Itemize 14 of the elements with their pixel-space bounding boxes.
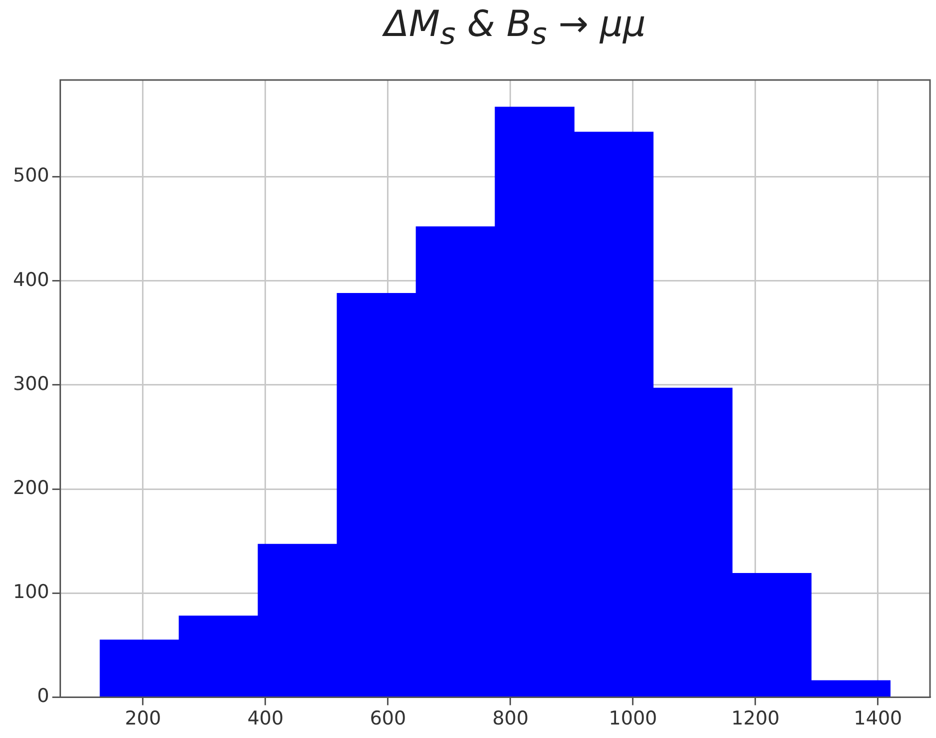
y-tick-label: 300	[13, 372, 50, 395]
x-tick-label: 600	[370, 708, 406, 730]
x-tick-label: 1000	[608, 708, 658, 730]
x-tick-label: 200	[124, 708, 162, 730]
y-tick-label: 0	[37, 685, 50, 708]
y-tick-label: 500	[13, 164, 50, 187]
y-tick-label: 400	[13, 268, 50, 291]
x-tick-label: 400	[247, 708, 284, 730]
y-tick-label: 200	[13, 476, 50, 499]
x-tick-label: 1200	[731, 708, 780, 730]
x-tick-label: 800	[492, 708, 529, 730]
chart-title: ΔM$_{s}$ & B$_{s}$ → μμ	[381, 4, 647, 52]
y-tick-label: 100	[13, 581, 50, 604]
x-tick-label: 1400	[854, 708, 902, 730]
